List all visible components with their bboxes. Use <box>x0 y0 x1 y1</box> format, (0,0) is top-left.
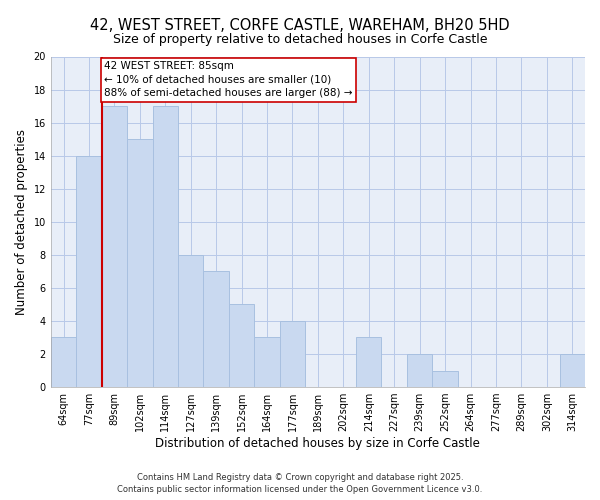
Bar <box>356 338 382 387</box>
Bar <box>254 338 280 387</box>
X-axis label: Distribution of detached houses by size in Corfe Castle: Distribution of detached houses by size … <box>155 437 481 450</box>
Bar <box>229 304 254 387</box>
Bar <box>433 370 458 387</box>
Bar <box>152 106 178 387</box>
Bar <box>178 255 203 387</box>
Bar <box>101 106 127 387</box>
Bar <box>76 156 101 387</box>
Bar <box>127 139 152 387</box>
Bar <box>51 338 76 387</box>
Bar <box>203 272 229 387</box>
Text: Contains HM Land Registry data © Crown copyright and database right 2025.
Contai: Contains HM Land Registry data © Crown c… <box>118 472 482 494</box>
Text: 42, WEST STREET, CORFE CASTLE, WAREHAM, BH20 5HD: 42, WEST STREET, CORFE CASTLE, WAREHAM, … <box>90 18 510 32</box>
Bar <box>280 321 305 387</box>
Y-axis label: Number of detached properties: Number of detached properties <box>15 129 28 315</box>
Text: 42 WEST STREET: 85sqm
← 10% of detached houses are smaller (10)
88% of semi-deta: 42 WEST STREET: 85sqm ← 10% of detached … <box>104 62 353 98</box>
Bar <box>407 354 433 387</box>
Text: Size of property relative to detached houses in Corfe Castle: Size of property relative to detached ho… <box>113 32 487 46</box>
Bar <box>560 354 585 387</box>
